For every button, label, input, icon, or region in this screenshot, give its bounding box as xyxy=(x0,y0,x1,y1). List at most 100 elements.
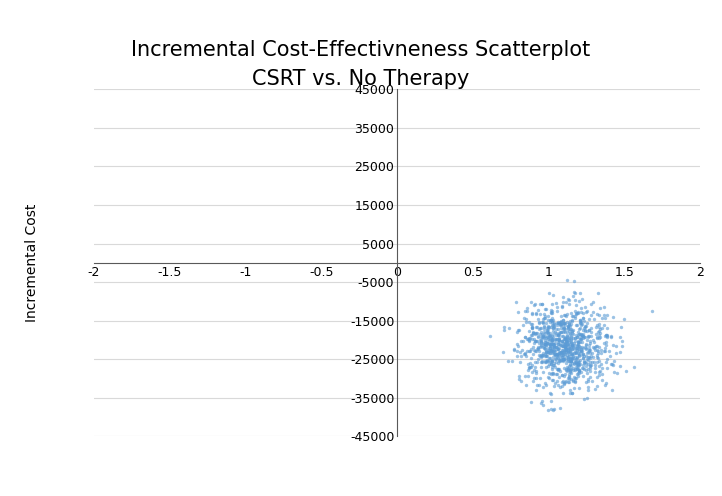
Point xyxy=(549,350,561,358)
Point xyxy=(584,361,596,369)
Point xyxy=(539,333,550,341)
Point xyxy=(537,401,549,409)
Point xyxy=(578,395,589,403)
Point xyxy=(547,321,559,329)
Point xyxy=(533,351,544,359)
Point xyxy=(539,344,551,352)
Point xyxy=(553,365,565,372)
Point xyxy=(598,311,609,319)
Point xyxy=(560,345,572,353)
Point xyxy=(562,347,574,355)
Point xyxy=(553,358,565,366)
Point xyxy=(562,354,574,362)
Point xyxy=(553,356,565,364)
Point xyxy=(578,309,589,317)
Point xyxy=(530,323,542,331)
Point xyxy=(560,348,571,356)
Point xyxy=(553,336,565,344)
Point xyxy=(591,358,602,366)
Point xyxy=(544,323,555,331)
Point xyxy=(601,333,612,341)
Point xyxy=(544,341,555,349)
Point xyxy=(570,308,581,315)
Point xyxy=(543,289,554,297)
Point xyxy=(544,318,556,326)
Point xyxy=(513,326,524,334)
Point xyxy=(563,373,575,381)
Point xyxy=(563,362,575,370)
Point xyxy=(566,312,578,320)
Point xyxy=(566,340,578,348)
Point xyxy=(574,324,586,332)
Point xyxy=(583,326,594,334)
Point xyxy=(522,366,534,374)
Point xyxy=(548,340,560,348)
Point xyxy=(548,342,560,350)
Point xyxy=(570,311,581,319)
Point xyxy=(539,338,551,346)
Point xyxy=(606,361,618,369)
Point xyxy=(581,308,593,315)
Point xyxy=(546,316,557,324)
Point xyxy=(559,346,570,354)
Point xyxy=(587,298,599,306)
Point xyxy=(560,312,572,320)
Point xyxy=(536,358,547,366)
Point xyxy=(539,342,550,350)
Point xyxy=(526,310,538,317)
Point xyxy=(574,338,586,346)
Point xyxy=(547,318,558,326)
Point xyxy=(540,336,552,344)
Point xyxy=(539,340,551,348)
Point xyxy=(568,339,580,347)
Point xyxy=(561,338,573,346)
Point xyxy=(536,341,547,349)
Point xyxy=(563,348,575,356)
Point xyxy=(541,348,552,356)
Point xyxy=(547,327,559,335)
Point xyxy=(556,332,567,340)
Point xyxy=(539,340,551,348)
Point xyxy=(535,323,547,331)
Point xyxy=(566,389,578,397)
Point xyxy=(557,325,568,333)
Point xyxy=(572,341,583,349)
Point xyxy=(545,397,557,405)
Point xyxy=(592,351,604,359)
Point xyxy=(512,308,523,316)
Point xyxy=(515,352,526,360)
Point xyxy=(561,351,573,359)
Point xyxy=(577,350,588,358)
Point xyxy=(549,350,560,358)
Point xyxy=(560,333,571,341)
Point xyxy=(549,405,560,413)
Point xyxy=(544,374,555,382)
Point xyxy=(546,338,557,346)
Point xyxy=(535,363,547,371)
Point xyxy=(567,373,579,381)
Point xyxy=(531,323,542,331)
Point xyxy=(557,316,569,324)
Point xyxy=(543,354,554,362)
Point xyxy=(567,342,578,350)
Point xyxy=(546,307,557,315)
Point xyxy=(562,337,573,345)
Point xyxy=(542,316,554,324)
Point xyxy=(571,370,583,378)
Point xyxy=(548,323,560,331)
Point xyxy=(538,334,549,342)
Point xyxy=(556,372,567,379)
Point xyxy=(593,371,605,379)
Point xyxy=(562,354,573,362)
Point xyxy=(543,333,554,341)
Point xyxy=(578,332,589,340)
Point xyxy=(593,334,604,342)
Point xyxy=(549,346,560,354)
Point xyxy=(582,350,593,358)
Point xyxy=(534,325,545,333)
Point xyxy=(523,336,535,344)
Point xyxy=(565,333,577,341)
Point xyxy=(534,336,546,344)
Point xyxy=(498,322,510,330)
Point xyxy=(560,337,572,345)
